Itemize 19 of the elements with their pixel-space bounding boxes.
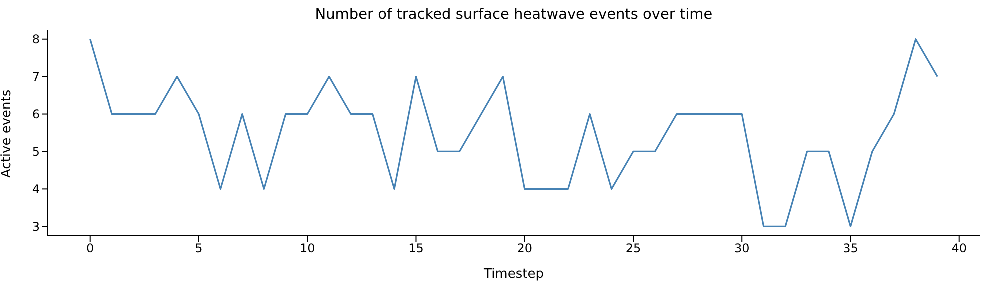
x-axis-title: Timestep — [483, 267, 544, 282]
x-tick-label: 15 — [408, 242, 424, 256]
x-tick-label: 35 — [843, 242, 858, 256]
y-tick-label: 8 — [32, 32, 40, 47]
x-tick-label: 40 — [952, 242, 967, 256]
x-tick-label: 0 — [86, 242, 94, 256]
x-tick-label: 10 — [300, 242, 316, 256]
chart-title: Number of tracked surface heatwave events over time — [314, 7, 714, 23]
x-tick-label: 20 — [517, 242, 533, 256]
y-tick-label: 4 — [32, 182, 40, 196]
x-tick-label: 25 — [626, 242, 642, 256]
x-tick-label: 5 — [195, 242, 203, 256]
line-series — [90, 38, 938, 228]
y-tick-label: 3 — [32, 220, 40, 234]
y-tick-label: 5 — [32, 144, 40, 159]
y-tick-label: 6 — [32, 108, 40, 122]
x-tick-label: 30 — [734, 242, 750, 256]
y-tick-label: 7 — [32, 70, 40, 84]
y-axis-title: Active events — [0, 90, 15, 178]
